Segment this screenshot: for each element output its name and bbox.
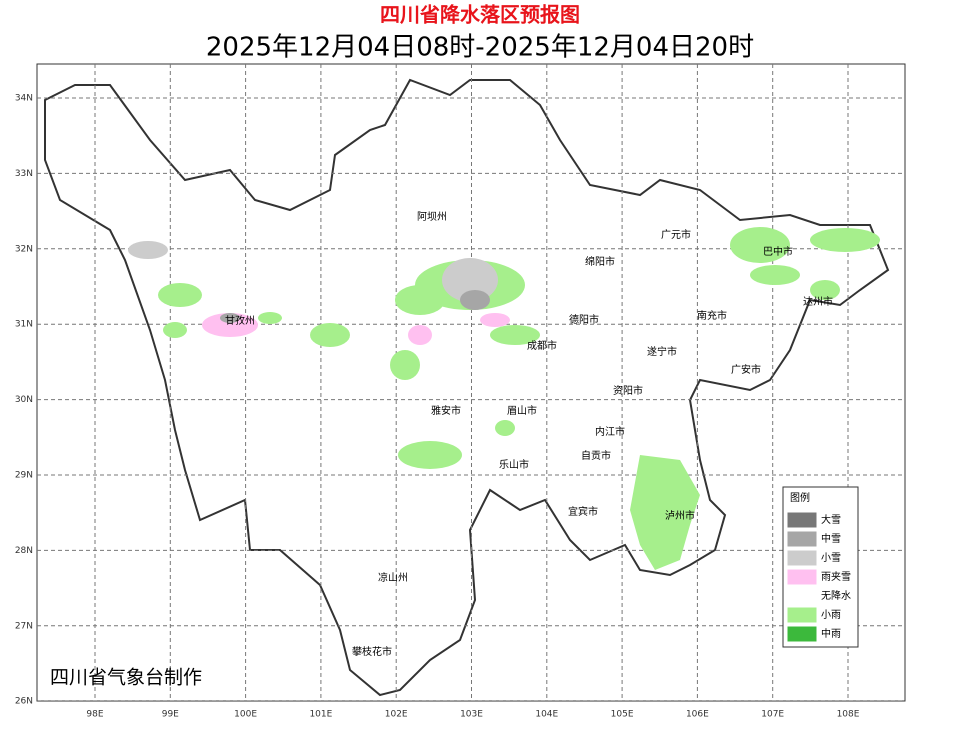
lon-label: 98E (86, 710, 103, 720)
place: 雅安市 (431, 404, 461, 417)
legend-label: 小雨 (821, 609, 841, 621)
place: 南充市 (697, 309, 727, 322)
lon-label: 108E (837, 710, 860, 720)
title: 四川省降水落区预报图 (380, 3, 580, 27)
legend-swatch (788, 589, 816, 603)
lon-label: 106E (686, 710, 709, 720)
place: 德阳市 (569, 313, 599, 326)
place: 成都市 (527, 339, 557, 352)
place: 阿坝州 (417, 211, 447, 223)
lon-label: 103E (460, 710, 483, 720)
lat-label: 26N (15, 697, 33, 707)
lon-label: 105E (611, 710, 634, 720)
lat-label: 30N (15, 395, 33, 405)
place: 攀枝花市 (352, 645, 392, 658)
place: 内江市 (595, 425, 625, 438)
legend-label: 小雪 (821, 552, 841, 564)
precipitation-areas (128, 227, 880, 570)
lon-label: 100E (234, 710, 257, 720)
subtitle: 2025年12月04日08时-2025年12月04日20时 (206, 33, 754, 63)
place: 巴中市 (763, 245, 793, 258)
lon-label: 99E (162, 710, 179, 720)
legend-label: 无降水 (821, 589, 851, 602)
legend-swatch (787, 512, 817, 528)
grid (37, 64, 905, 702)
place-labels: 阿坝州 广元市 巴中市 绵阳市 达州市 德阳市 南充市 甘孜州 成都市 遂宁市 … (225, 211, 833, 658)
place: 凉山州 (378, 571, 408, 584)
place: 绵阳市 (585, 255, 615, 268)
place: 宜宾市 (568, 505, 598, 518)
legend-label: 大雪 (821, 513, 841, 526)
credit: 四川省气象台制作 (50, 667, 202, 689)
lat-label: 28N (15, 546, 33, 556)
lat-label: 32N (15, 244, 33, 254)
legend-swatch (787, 626, 817, 642)
place: 泸州市 (665, 509, 695, 522)
place: 资阳市 (613, 384, 643, 397)
place: 遂宁市 (647, 345, 677, 358)
legend-swatch (787, 607, 817, 623)
place: 自贡市 (581, 449, 611, 462)
lat-label: 34N (15, 94, 33, 104)
lon-label: 101E (309, 710, 332, 720)
place: 广安市 (731, 363, 761, 376)
place: 甘孜州 (225, 314, 255, 327)
lon-label: 102E (385, 710, 408, 720)
lat-label: 31N (15, 320, 33, 330)
legend-label: 中雪 (821, 532, 841, 545)
lon-label: 107E (761, 710, 784, 720)
lat-label: 27N (15, 621, 33, 631)
place: 乐山市 (499, 458, 529, 471)
lat-label: 33N (15, 169, 33, 179)
lon-label: 104E (535, 710, 558, 720)
legend-label: 中雨 (821, 627, 841, 640)
place: 眉山市 (507, 404, 537, 417)
place: 广元市 (661, 228, 691, 241)
legend-swatch (787, 569, 817, 585)
legend-swatch (787, 531, 817, 547)
legend-label: 雨夹雪 (821, 570, 851, 583)
legend-title: 图例 (790, 491, 810, 504)
lat-label: 29N (15, 471, 33, 481)
legend-box (782, 486, 859, 648)
place: 达州市 (803, 295, 833, 308)
legend-swatch (787, 550, 817, 566)
